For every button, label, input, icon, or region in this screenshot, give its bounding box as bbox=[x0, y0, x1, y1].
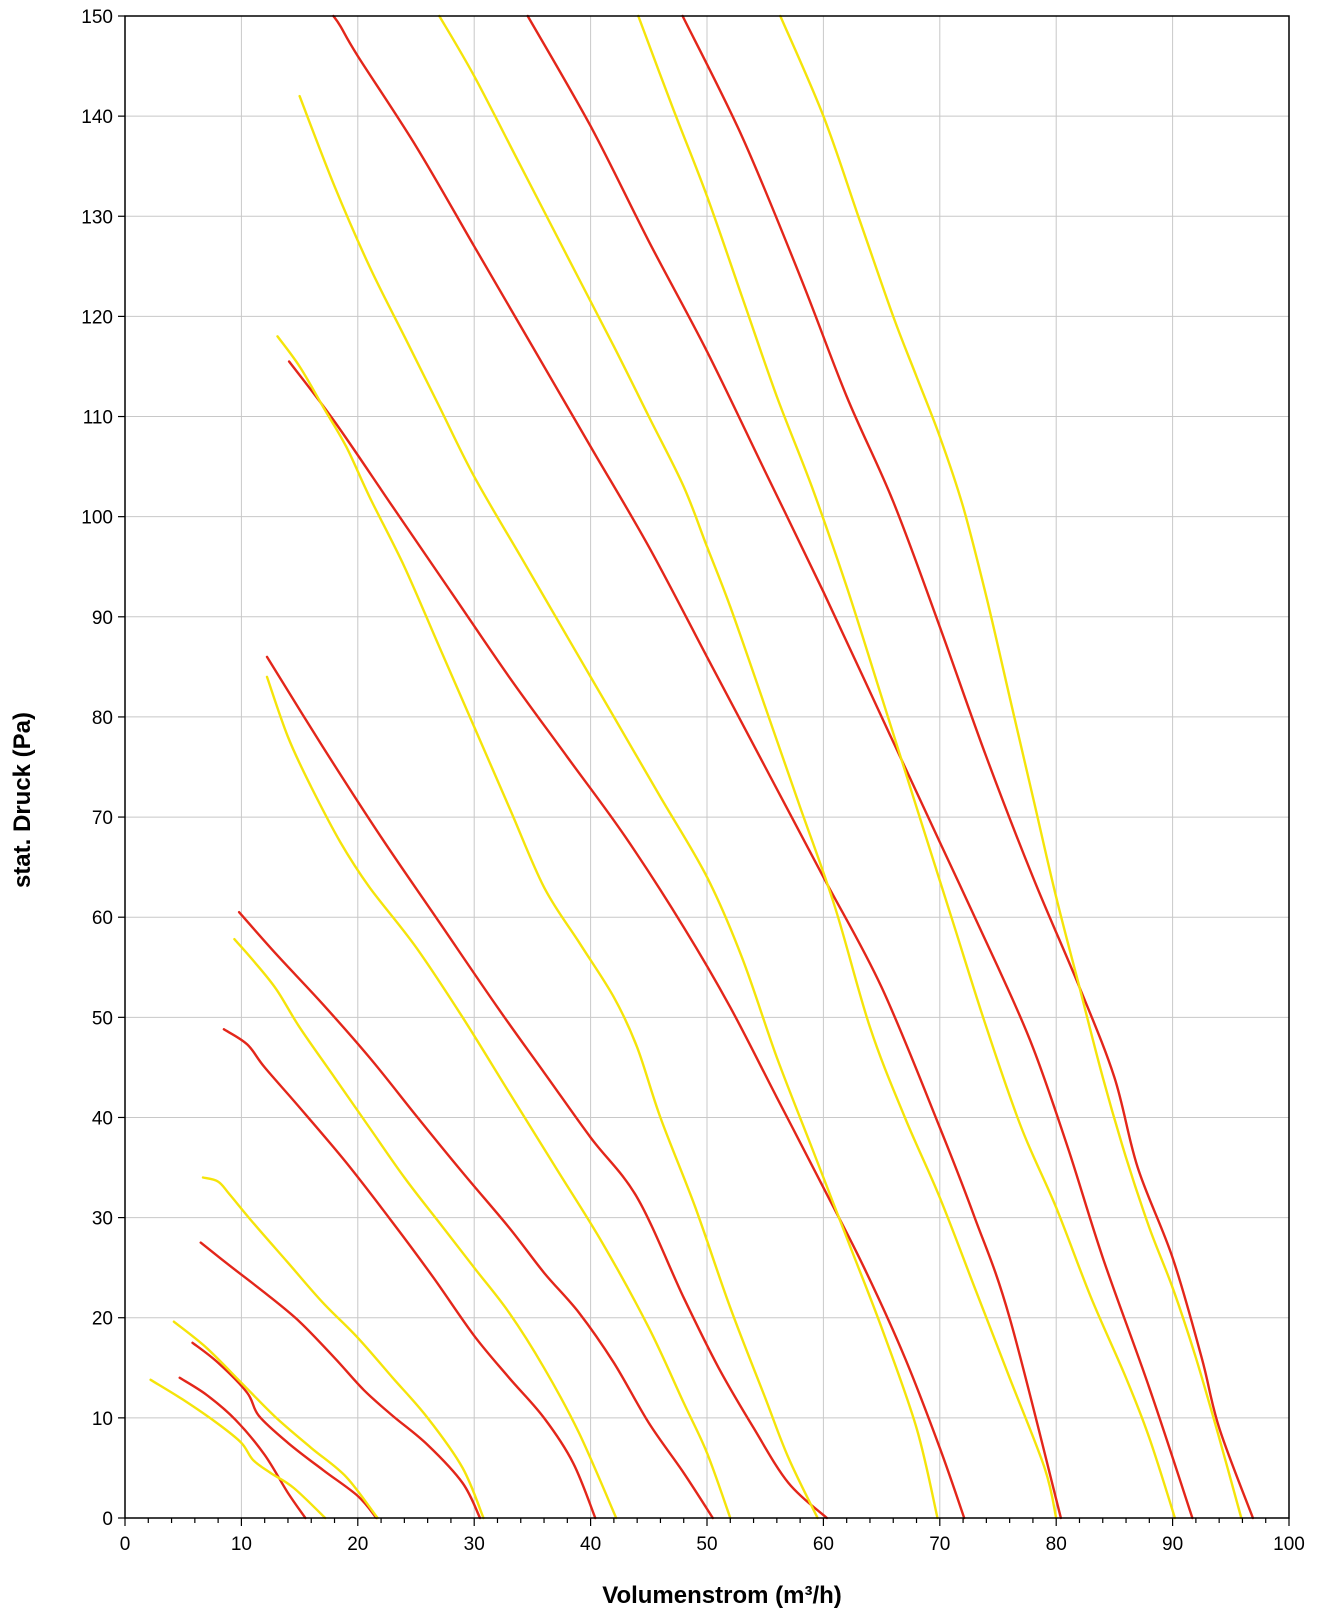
axes bbox=[118, 15, 1290, 1526]
series-line-yellow-16 bbox=[276, 335, 819, 1520]
series-line-yellow-11 bbox=[149, 1378, 327, 1520]
y-tick-label: 30 bbox=[92, 1209, 113, 1230]
series-line-red-9 bbox=[526, 14, 1194, 1520]
series-line-yellow-15 bbox=[265, 675, 732, 1520]
y-tick-label: 110 bbox=[83, 408, 113, 429]
series-line-red-3 bbox=[199, 1241, 482, 1520]
series-lines bbox=[149, 14, 1255, 1520]
series-line-yellow-20 bbox=[779, 14, 1243, 1520]
x-axis-title: Volumenstrom (m³/h) bbox=[602, 1582, 842, 1609]
series-line-red-6 bbox=[265, 655, 829, 1520]
y-tick-label: 20 bbox=[92, 1309, 113, 1330]
series-line-yellow-17 bbox=[298, 94, 939, 1520]
y-tick-label: 80 bbox=[92, 708, 113, 729]
y-tick-label: 40 bbox=[92, 1108, 113, 1129]
y-axis-title: stat. Druck (Pa) bbox=[9, 712, 36, 888]
series-line-yellow-19 bbox=[637, 14, 1177, 1520]
series-line-red-7 bbox=[287, 360, 966, 1520]
y-tick-label: 10 bbox=[92, 1409, 113, 1430]
x-tick-label: 70 bbox=[929, 1534, 950, 1555]
y-tick-label: 90 bbox=[92, 608, 113, 629]
series-line-red-8 bbox=[332, 14, 1063, 1520]
x-tick-label: 30 bbox=[464, 1534, 485, 1555]
y-tick-label: 70 bbox=[92, 808, 113, 829]
y-tick-label: 50 bbox=[92, 1008, 113, 1029]
series-line-red-2 bbox=[191, 1341, 378, 1520]
series-line-yellow-12 bbox=[172, 1320, 379, 1520]
y-tick-label: 140 bbox=[81, 107, 113, 128]
y-tick-label: 130 bbox=[81, 207, 113, 228]
x-tick-label: 10 bbox=[231, 1534, 252, 1555]
x-tick-label: 20 bbox=[347, 1534, 368, 1555]
x-tick-label: 80 bbox=[1046, 1534, 1067, 1555]
series-line-red-1 bbox=[178, 1376, 307, 1520]
series-line-red-4 bbox=[222, 1028, 597, 1520]
y-tick-label: 0 bbox=[102, 1509, 113, 1530]
y-tick-label: 100 bbox=[81, 508, 113, 529]
y-tick-label: 150 bbox=[81, 7, 113, 28]
x-tick-label: 60 bbox=[813, 1534, 834, 1555]
y-tick-label: 60 bbox=[92, 908, 113, 929]
series-line-yellow-13 bbox=[201, 1176, 485, 1520]
series-line-red-10 bbox=[681, 14, 1255, 1520]
series-line-red-5 bbox=[237, 911, 714, 1520]
x-tick-label: 100 bbox=[1273, 1534, 1305, 1555]
y-tick-label: 120 bbox=[81, 307, 113, 328]
series-line-yellow-18 bbox=[438, 14, 1058, 1520]
series-line-yellow-14 bbox=[233, 938, 618, 1520]
x-tick-label: 50 bbox=[696, 1534, 717, 1555]
x-tick-label: 40 bbox=[580, 1534, 601, 1555]
tick-labels: 0 10 20 30 40 50 60 70 80 90 100 0 10 20 30 40 50 60 70 80 9… bbox=[81, 7, 1305, 1555]
x-tick-label: 0 bbox=[120, 1534, 131, 1555]
x-tick-label: 90 bbox=[1162, 1534, 1183, 1555]
